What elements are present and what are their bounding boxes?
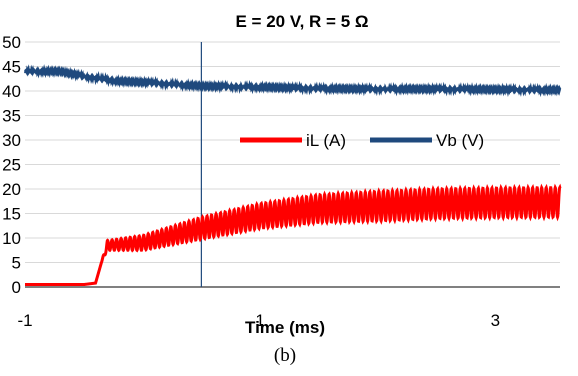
y-tick-label: 40 [2,82,21,101]
legend: iL (A) Vb (V) [240,131,484,150]
series-layer [23,64,562,287]
x-tick-label: 1 [255,311,264,330]
chart-title: E = 20 V, R = 5 Ω [235,12,368,31]
y-tick-label: 10 [2,229,21,248]
y-tick-label: 15 [2,205,21,224]
y-tick-labels: 0 5 10 15 20 25 30 35 40 45 50 [2,33,21,297]
y-tick-label: 30 [2,131,21,150]
y-tick-label: 0 [12,278,21,297]
series-line-il [25,183,562,287]
x-tick-label: -1 [17,311,32,330]
y-tick-label: 25 [2,156,21,175]
x-axis-title: Time (ms) [245,318,325,337]
y-tick-label: 35 [2,107,21,126]
figure-caption: (b) [274,345,296,366]
y-tick-label: 45 [2,58,21,77]
legend-label-il: iL (A) [306,131,346,150]
series-line-vb [23,64,562,98]
legend-label-vb: Vb (V) [436,131,484,150]
y-tick-label: 5 [12,254,21,273]
y-tick-label: 50 [2,33,21,52]
x-tick-label: 3 [491,311,500,330]
x-tick-labels: -1 1 3 [17,311,500,330]
y-tick-label: 20 [2,180,21,199]
